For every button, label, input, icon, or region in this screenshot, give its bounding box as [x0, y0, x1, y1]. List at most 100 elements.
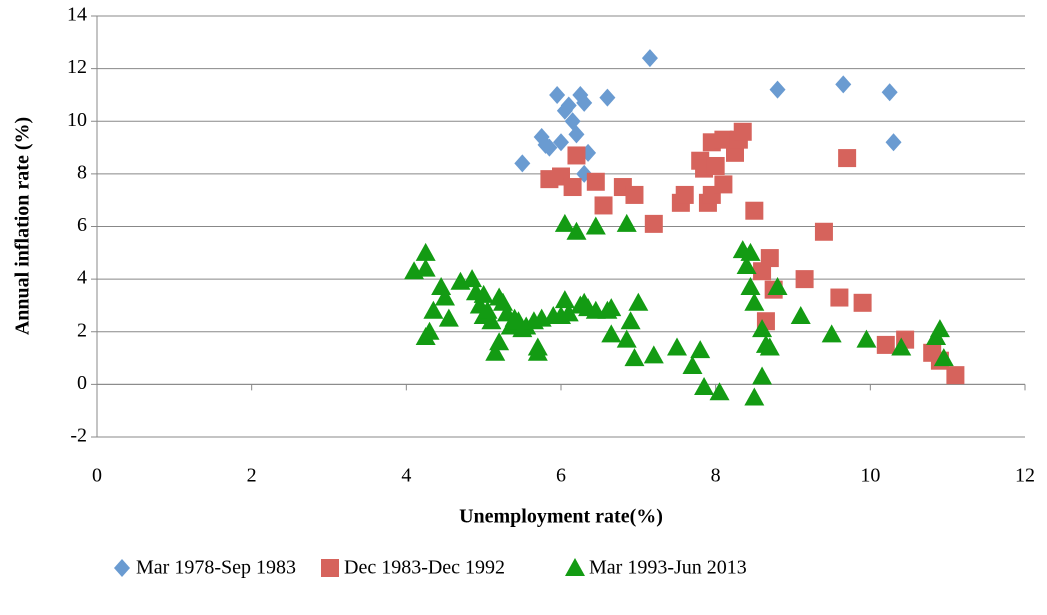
y-tick-label: -2 — [70, 425, 87, 447]
point — [853, 293, 872, 312]
y-tick-label: 4 — [77, 267, 87, 289]
point — [419, 321, 440, 340]
point — [881, 83, 898, 102]
x-tick-label: 4 — [401, 465, 411, 487]
point — [733, 122, 752, 141]
point — [599, 88, 616, 107]
point — [744, 292, 765, 311]
point — [620, 311, 641, 330]
point — [431, 277, 452, 296]
point — [438, 308, 459, 327]
y-tick-label: 10 — [67, 109, 87, 131]
y-tick-label: 0 — [77, 372, 87, 394]
point — [553, 133, 569, 152]
point — [769, 80, 786, 99]
point — [567, 146, 586, 165]
point — [554, 213, 575, 232]
point — [767, 277, 788, 296]
point — [706, 156, 725, 175]
point — [933, 348, 954, 367]
point — [790, 305, 811, 324]
point — [554, 290, 575, 309]
x-tick-label: 0 — [92, 465, 102, 487]
legend-marker — [114, 559, 130, 577]
point — [736, 255, 757, 274]
legend-label: Mar 1978-Sep 1983 — [136, 557, 296, 579]
point — [667, 337, 687, 356]
point — [821, 324, 842, 343]
point — [625, 185, 644, 204]
point — [549, 85, 566, 104]
point — [929, 319, 950, 338]
legend-label: Dec 1983-Dec 1992 — [344, 557, 505, 579]
point — [541, 138, 558, 157]
point — [644, 214, 663, 233]
point — [527, 342, 548, 361]
y-tick-label: 8 — [77, 161, 87, 183]
point — [415, 242, 436, 261]
point — [641, 49, 658, 68]
legend-label: Mar 1993-Jun 2013 — [589, 557, 747, 579]
point — [563, 178, 582, 197]
y-axis-title: Annual inflation rate (%) — [12, 117, 34, 335]
point — [616, 329, 637, 348]
point — [740, 277, 761, 296]
y-tick-label: 14 — [67, 4, 87, 26]
y-tick-label: 6 — [77, 214, 87, 236]
point — [560, 96, 577, 115]
point — [601, 298, 622, 317]
point — [694, 377, 715, 396]
legend-marker — [565, 558, 585, 576]
point — [682, 355, 703, 374]
point — [586, 172, 605, 191]
point — [415, 258, 436, 277]
point — [568, 125, 585, 144]
point — [594, 196, 613, 215]
point — [891, 337, 912, 356]
x-tick-label: 2 — [247, 465, 257, 487]
point — [740, 242, 761, 261]
point — [435, 287, 455, 306]
point — [760, 249, 779, 268]
point — [485, 342, 506, 361]
point — [628, 292, 649, 311]
point — [885, 133, 902, 152]
point — [690, 340, 711, 359]
x-tick-label: 10 — [860, 465, 880, 487]
point — [714, 175, 733, 194]
point — [481, 311, 502, 330]
point — [566, 221, 587, 240]
point — [838, 149, 857, 168]
point — [624, 348, 645, 367]
point — [795, 270, 814, 289]
point — [675, 185, 694, 204]
y-tick-label: 12 — [67, 56, 87, 78]
point — [876, 335, 895, 354]
point — [744, 387, 765, 406]
point — [576, 93, 593, 112]
point — [601, 324, 622, 343]
point — [814, 222, 833, 241]
point — [585, 216, 606, 235]
y-tick-label: 2 — [77, 319, 87, 341]
point — [830, 288, 849, 307]
x-tick-label: 8 — [711, 465, 721, 487]
point — [856, 329, 877, 348]
x-axis-title: Unemployment rate(%) — [459, 506, 663, 528]
point — [423, 300, 444, 319]
point — [558, 303, 579, 322]
point — [616, 213, 637, 232]
point — [759, 337, 780, 356]
x-tick-label: 12 — [1015, 465, 1035, 487]
point — [946, 366, 965, 385]
point — [835, 75, 852, 94]
point — [752, 366, 773, 385]
point — [473, 284, 494, 303]
x-tick-label: 6 — [556, 465, 566, 487]
point — [489, 332, 510, 351]
point — [752, 319, 773, 338]
point — [643, 345, 664, 364]
point — [514, 154, 531, 173]
point — [709, 382, 730, 401]
point — [462, 269, 483, 288]
